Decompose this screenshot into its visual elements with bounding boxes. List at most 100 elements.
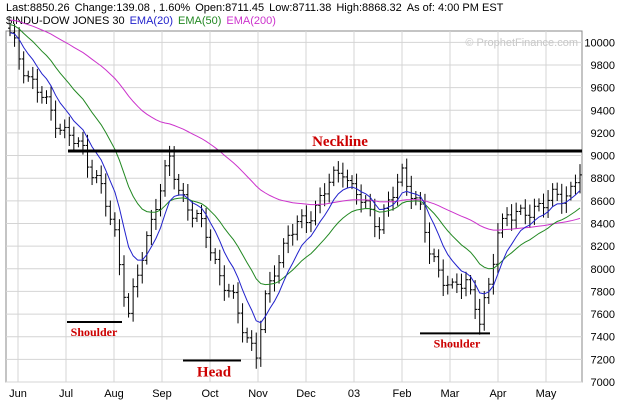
price-bar [413, 190, 418, 206]
price-bar [49, 86, 54, 121]
y-axis: 7000 7200 7400 7600 7800 8000 8200 8400 8600 8800… [584, 37, 615, 389]
plot-area [5, 30, 583, 383]
right-shoulder-label: Shoulder [434, 336, 481, 350]
price-bar [217, 249, 222, 286]
price-bar [427, 222, 432, 264]
price-bar [277, 255, 282, 284]
price-bar [190, 200, 195, 228]
x-tick-label: Dec [296, 388, 316, 400]
y-tick-label: 7000 [591, 377, 615, 389]
legend-ema50: EMA(50) [177, 15, 222, 27]
y-tick-label: 7800 [591, 286, 615, 298]
price-bar [527, 204, 532, 229]
y-tick-label: 7400 [591, 332, 615, 344]
price-bar [194, 209, 199, 223]
price-bar [477, 298, 482, 335]
x-tick-label: Mar [441, 388, 460, 400]
price-bar [340, 162, 345, 188]
price-bar [267, 271, 272, 303]
price-bar [468, 275, 473, 295]
price-bar [163, 159, 168, 197]
y-tick-label: 7200 [591, 354, 615, 366]
price-bar [486, 277, 491, 304]
price-bar [112, 212, 117, 237]
grid [6, 31, 582, 383]
x-tick-label: Aug [104, 388, 124, 400]
price-bar [359, 184, 364, 213]
open-price: Open:8711.45 [195, 2, 265, 14]
change: Change:139.08 , 1.60% [74, 2, 191, 14]
x-tick-label: Jun [9, 388, 27, 400]
price-bar [226, 283, 231, 298]
ema200-line [9, 19, 581, 231]
price-bar [482, 291, 487, 331]
price-bar [35, 68, 40, 103]
price-bar [336, 161, 341, 183]
price-bar [44, 90, 49, 105]
legend-ema20: EMA(20) [129, 15, 173, 27]
price-bar [26, 70, 31, 82]
symbol-label: $INDU-DOW JONES 30 [6, 15, 125, 27]
price-bar [432, 248, 437, 263]
price-bar [108, 200, 113, 226]
price-bar [445, 275, 450, 295]
price-bar [295, 215, 300, 241]
price-bar [131, 278, 136, 322]
y-tick-label: 9400 [591, 105, 615, 117]
price-bar [318, 187, 323, 214]
y-tick-label: 9000 [591, 151, 615, 163]
price-bar [12, 23, 17, 47]
x-tick-label: Oct [201, 388, 218, 400]
price-bar [409, 175, 414, 210]
price-bar [518, 204, 523, 215]
price-bar [500, 213, 505, 238]
price-bar [99, 165, 104, 194]
price-bar [172, 146, 177, 190]
price-bar [245, 327, 250, 343]
price-bar [208, 229, 213, 261]
price-bar [536, 198, 541, 212]
price-bar [514, 202, 519, 229]
left-shoulder-label: Shoulder [71, 325, 118, 339]
y-tick-label: 9600 [591, 83, 615, 95]
price-bar [58, 123, 63, 135]
ema50-line [9, 24, 581, 286]
price-bar [144, 231, 149, 265]
price-bar [546, 190, 551, 218]
y-tick-label: 8400 [591, 218, 615, 230]
price-bar [94, 170, 99, 184]
price-bar [450, 278, 455, 289]
price-bar [153, 198, 158, 230]
price-bar [404, 158, 409, 196]
price-bar [117, 219, 122, 276]
x-axis: Jun Jul Aug Sep Oct Nov Dec 03 Feb Mar Apr May [9, 388, 557, 400]
price-bar [249, 330, 254, 351]
price-bar [564, 186, 569, 213]
price-bars [8, 23, 582, 369]
price-bar [363, 195, 368, 209]
price-bar [491, 253, 496, 295]
price-bar [286, 225, 291, 254]
legend-ema200: EMA(200) [226, 15, 276, 27]
quote-summary: Last:8850.26 Change:139.08 , 1.60% Open:87… [6, 2, 508, 14]
price-bar [158, 183, 163, 217]
price-bar [236, 282, 240, 324]
price-bar [222, 265, 227, 301]
price-bar [541, 193, 546, 218]
price-bar [62, 119, 67, 139]
x-tick-label: Sep [152, 388, 172, 400]
price-bar [135, 264, 140, 298]
price-bar [464, 271, 468, 297]
price-bar [85, 134, 90, 178]
price-bar [258, 320, 263, 367]
price-bar [30, 66, 35, 90]
price-bar [76, 137, 81, 148]
price-bar [149, 209, 154, 245]
x-tick-label: Apr [489, 388, 506, 400]
price-bar [441, 259, 446, 297]
y-tick-label: 8200 [591, 241, 615, 253]
price-bar [240, 303, 245, 343]
neckline-label: Neckline [312, 134, 368, 150]
y-tick-label: 8600 [591, 196, 615, 208]
